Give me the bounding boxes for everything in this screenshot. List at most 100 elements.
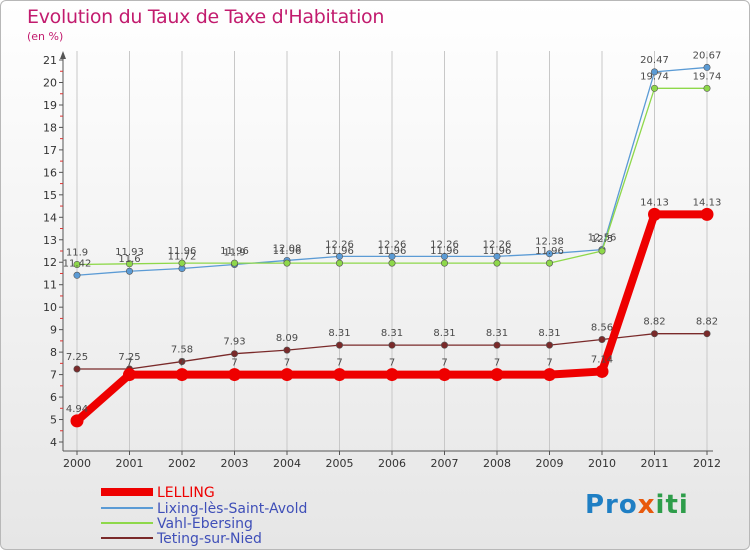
data-label-lelling-2008: 7 [494, 358, 500, 369]
data-label-vahl-ebersing-2003: 11.96 [220, 246, 249, 257]
data-label-lelling-2003: 7 [231, 358, 237, 369]
x-tick-label-2003: 2003 [221, 457, 249, 470]
data-label-vahl-ebersing-2009: 11.96 [535, 246, 564, 257]
y-tick-label-4: 4 [50, 436, 57, 449]
point-lixing-l-s-saint-avold-2007 [440, 252, 448, 260]
point-lelling-2011 [648, 207, 661, 221]
x-tick-label-2011: 2011 [641, 457, 669, 470]
y-tick-label-11: 11 [43, 279, 57, 292]
x-tick-label-2004: 2004 [273, 457, 301, 470]
point-lixing-l-s-saint-avold-2006 [388, 252, 396, 260]
point-vahl-ebersing-2001 [126, 260, 134, 268]
data-label-lixing-l-s-saint-avold-2001: 11.6 [118, 254, 140, 265]
point-lixing-l-s-saint-avold-2012 [703, 63, 711, 71]
point-lelling-2009 [543, 368, 556, 382]
data-label-teting-sur-nied-2007: 8.31 [433, 328, 455, 339]
data-label-vahl-ebersing-2001: 11.93 [115, 247, 144, 258]
point-vahl-ebersing-2002 [178, 259, 186, 267]
point-vahl-ebersing-2011 [650, 84, 658, 92]
data-label-lelling-2009: 7 [546, 358, 552, 369]
point-lelling-2003 [228, 368, 241, 382]
data-label-teting-sur-nied-2001: 7.25 [118, 352, 140, 363]
point-teting-sur-nied-2005 [335, 341, 343, 349]
chart-subtitle: (en %) [27, 30, 64, 43]
x-tick-label-2002: 2002 [168, 457, 196, 470]
x-tick-label-2001: 2001 [116, 457, 144, 470]
data-label-teting-sur-nied-2003: 7.93 [223, 337, 245, 348]
chart-axes: 4 5 6 7 8 9 10 11 12 13 14 15 16 17 18 19 20 21 2000 2001 20… [43, 51, 721, 470]
data-label-lelling-2012: 14.13 [693, 197, 722, 208]
logo-part-3: iti [655, 490, 689, 520]
data-label-teting-sur-nied-2005: 8.31 [328, 328, 350, 339]
data-label-lelling-2006: 7 [389, 358, 395, 369]
x-tick-label-2009: 2009 [536, 457, 564, 470]
data-label-teting-sur-nied-2004: 8.09 [276, 333, 298, 344]
data-label-lelling-2002: 7 [179, 358, 185, 369]
data-label-vahl-ebersing-2004: 11.96 [273, 246, 302, 257]
chart-title: Evolution du Taux de Taxe d'Habitation [27, 6, 385, 28]
y-tick-label-6: 6 [50, 391, 57, 404]
x-tick-label-2005: 2005 [326, 457, 354, 470]
point-vahl-ebersing-2008 [493, 259, 501, 267]
data-label-teting-sur-nied-2009: 8.31 [538, 328, 560, 339]
data-label-lixing-l-s-saint-avold-2006: 12.26 [378, 239, 407, 250]
point-vahl-ebersing-2005 [335, 259, 343, 267]
x-tick-label-2006: 2006 [378, 457, 406, 470]
point-teting-sur-nied-2008 [493, 341, 501, 349]
data-label-teting-sur-nied-2002: 7.58 [171, 345, 193, 356]
y-tick-label-13: 13 [43, 234, 57, 247]
point-lelling-2004 [280, 368, 294, 382]
y-tick-label-14: 14 [43, 211, 57, 224]
data-label-lixing-l-s-saint-avold-2002: 11.72 [168, 252, 197, 263]
chart-legend: LELLINGLixing-lès-Saint-AvoldVahl-Ebersi… [101, 485, 307, 547]
data-label-lixing-l-s-saint-avold-2009: 12.38 [535, 237, 564, 248]
data-label-vahl-ebersing-2007: 11.96 [430, 246, 459, 257]
logo-part-1: Pro [585, 490, 638, 520]
data-label-vahl-ebersing-2012: 19.74 [693, 71, 722, 82]
point-lixing-l-s-saint-avold-2011 [650, 68, 658, 76]
data-label-teting-sur-nied-2000: 7.25 [66, 352, 88, 363]
data-label-vahl-ebersing-2010: 12.5 [591, 234, 613, 245]
point-teting-sur-nied-2007 [440, 341, 448, 349]
y-tick-label-18: 18 [43, 121, 57, 134]
legend-label-lelling: LELLING [157, 485, 215, 501]
point-teting-sur-nied-2010 [598, 336, 606, 344]
point-lixing-l-s-saint-avold-2000 [73, 271, 81, 279]
data-label-lelling-2004: 7 [284, 358, 290, 369]
point-teting-sur-nied-2002 [178, 358, 186, 366]
data-label-lixing-l-s-saint-avold-2007: 12.26 [430, 239, 459, 250]
x-tick-label-2008: 2008 [483, 457, 511, 470]
point-teting-sur-nied-2009 [545, 341, 553, 349]
x-tick-label-2007: 2007 [431, 457, 459, 470]
y-tick-label-16: 16 [43, 166, 57, 179]
point-vahl-ebersing-2006 [388, 259, 396, 267]
y-tick-label-15: 15 [43, 189, 57, 202]
data-label-lixing-l-s-saint-avold-2012: 20.67 [693, 50, 722, 61]
point-lelling-2001 [123, 368, 136, 382]
point-lelling-2006 [385, 368, 399, 382]
y-axis-arrow [60, 51, 66, 59]
point-teting-sur-nied-2011 [650, 330, 658, 338]
y-tick-label-7: 7 [50, 369, 57, 382]
point-vahl-ebersing-2010 [598, 247, 606, 255]
point-vahl-ebersing-2000 [73, 260, 81, 268]
data-label-teting-sur-nied-2010: 8.56 [591, 323, 613, 334]
y-tick-label-19: 19 [43, 99, 57, 112]
data-label-vahl-ebersing-2006: 11.96 [378, 246, 407, 257]
data-label-teting-sur-nied-2012: 8.82 [696, 317, 718, 328]
point-vahl-ebersing-2007 [440, 259, 448, 267]
data-label-lixing-l-s-saint-avold-2003: 11.9 [223, 247, 245, 258]
data-label-vahl-ebersing-2005: 11.96 [325, 246, 354, 257]
point-teting-sur-nied-2012 [703, 330, 711, 338]
data-label-lelling-2001: 7 [126, 358, 132, 369]
data-label-lixing-l-s-saint-avold-2008: 12.26 [483, 239, 512, 250]
legend-label-teting-sur-nied: Teting-sur-Nied [156, 531, 262, 547]
y-tick-label-10: 10 [43, 301, 57, 314]
point-teting-sur-nied-2006 [388, 341, 396, 349]
y-tick-label-8: 8 [50, 346, 57, 359]
x-tick-label-2000: 2000 [63, 457, 91, 470]
point-lelling-2005 [333, 368, 346, 382]
point-lelling-2012 [700, 207, 714, 221]
point-lelling-2007 [438, 368, 451, 382]
